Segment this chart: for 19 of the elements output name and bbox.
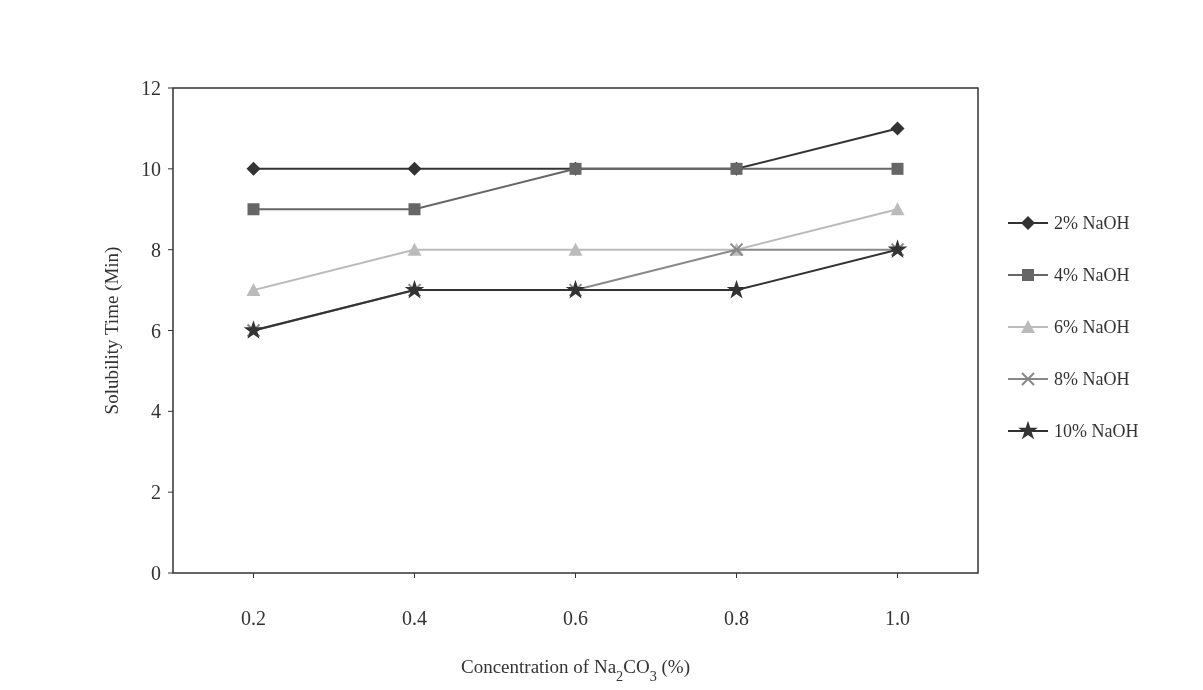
x-tick-label: 0.6 <box>563 607 588 629</box>
legend-label: 2% NaOH <box>1054 213 1130 234</box>
y-tick-label: 10 <box>141 157 161 180</box>
x-tick-label: 0.4 <box>402 607 427 629</box>
legend-label: 8% NaOH <box>1054 369 1130 390</box>
x-tick-label: 1.0 <box>885 607 910 629</box>
y-tick-label: 8 <box>151 238 161 261</box>
x-tick-label: 0.2 <box>241 607 266 629</box>
y-tick-label: 6 <box>151 319 161 342</box>
y-axis-title: Solubility Time (Min) <box>101 246 123 415</box>
x-tick-label: 0.8 <box>724 607 749 629</box>
legend-label: 10% NaOH <box>1054 421 1139 442</box>
y-tick-label: 4 <box>151 400 161 423</box>
y-tick-label: 0 <box>151 562 161 584</box>
legend-label: 6% NaOH <box>1054 317 1130 338</box>
y-tick-label: 2 <box>151 481 161 504</box>
legend-label: 4% NaOH <box>1054 265 1130 286</box>
y-tick-label: 12 <box>141 77 161 99</box>
x-axis-title: Concentration of Na$_{2}$CO$_{3}$ (%) <box>460 656 691 684</box>
